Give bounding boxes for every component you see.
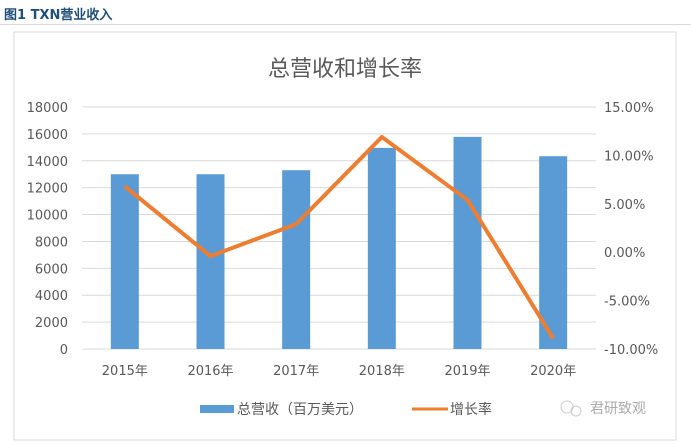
x-tick-label: 2015年 (102, 364, 148, 379)
left-tick-label: 16000 (27, 128, 68, 143)
left-tick-label: 0 (60, 343, 68, 358)
x-tick-label: 2016年 (187, 364, 233, 379)
right-tick-label: 5.00% (604, 198, 645, 213)
bar-2018年 (367, 147, 396, 349)
growth-point-2019年 (467, 199, 468, 201)
right-tick-label: -10.00% (604, 343, 658, 358)
left-tick-label: 8000 (35, 235, 68, 250)
growth-point-2020年 (552, 337, 554, 339)
left-tick-label: 14000 (27, 155, 68, 170)
x-tick-label: 2018年 (359, 364, 405, 379)
left-tick-label: 2000 (35, 316, 68, 331)
growth-point-2016年 (210, 255, 211, 257)
legend-label-growth: 增长率 (450, 401, 492, 418)
chart-title: 总营收和增长率 (268, 57, 422, 82)
legend-swatch-bar (200, 405, 234, 413)
bar-2019年 (453, 136, 482, 349)
growth-point-2017年 (295, 223, 297, 225)
bar-2017年 (282, 170, 311, 349)
right-tick-label: 15.00% (604, 101, 654, 116)
x-tick-label: 2020年 (530, 364, 576, 379)
x-tick-label: 2019年 (444, 364, 490, 379)
left-tick-label: 4000 (35, 289, 68, 304)
growth-line (123, 135, 555, 340)
growth-point-2018年 (381, 136, 383, 138)
right-tick-label: 0.00% (604, 246, 645, 261)
right-tick-label: 10.00% (604, 149, 654, 164)
legend-label-revenue: 总营收（百万美元） (237, 402, 363, 418)
x-tick-label: 2017年 (273, 364, 319, 379)
left-tick-label: 12000 (27, 182, 68, 197)
legend: 总营收（百万美元） 增长率 (200, 401, 492, 418)
watermark-text: 君研致观 (590, 401, 646, 417)
watermark: 君研致观 (560, 400, 646, 417)
bar-2015年 (110, 174, 139, 349)
bar-2020年 (539, 156, 568, 349)
divider (0, 24, 691, 25)
bar-2016年 (196, 174, 225, 349)
growth-point-2015年 (124, 185, 126, 187)
left-tick-label: 10000 (27, 209, 68, 224)
left-tick-label: 18000 (27, 101, 68, 116)
left-tick-label: 6000 (35, 262, 68, 277)
figure-label: 图1 TXN营业收入 (4, 8, 113, 23)
right-tick-label: -5.00% (604, 295, 650, 310)
